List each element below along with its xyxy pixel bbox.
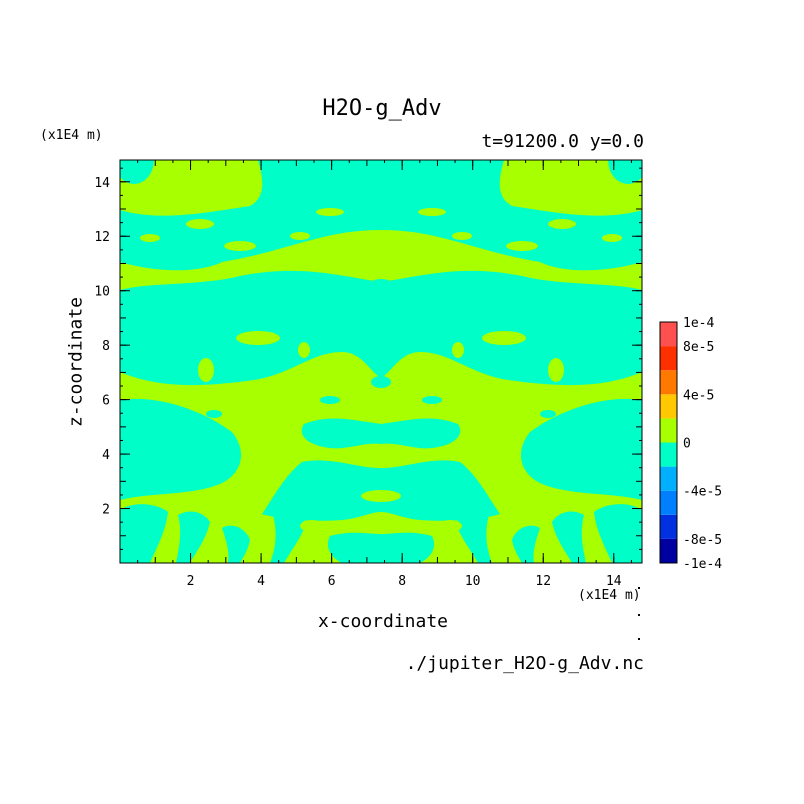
colorbar-segment — [660, 466, 677, 491]
marker-dot — [638, 614, 640, 616]
colorbar-segment — [660, 370, 677, 395]
axes: 2 4 6 8 10 12 14 2 4 6 8 10 12 14 — [94, 160, 642, 589]
y-axis-unit: (x1E4 m) — [40, 128, 103, 143]
negative-islands — [120, 160, 642, 418]
colorbar-segment — [660, 490, 677, 515]
colorbar-tick-label: 4e-5 — [683, 388, 714, 403]
marker-dot — [638, 638, 640, 640]
colorbar-segment — [660, 394, 677, 419]
y-tick-label: 14 — [94, 176, 110, 191]
y-tick-label: 4 — [102, 448, 110, 463]
colorbar-frame — [659, 321, 678, 564]
x-axis-label: x-coordinate — [317, 611, 449, 632]
x-tick-label: 12 — [535, 574, 551, 589]
y-tick-label: 8 — [102, 339, 110, 354]
x-axis-unit: (x1E4 m) — [578, 588, 641, 603]
colorbar-tick-label: 8e-5 — [683, 340, 714, 355]
colorbar-segment — [660, 538, 677, 563]
y-tick-label: 12 — [94, 230, 110, 245]
colorbar: 1e-4 8e-5 4e-5 0 -4e-5 -8e-5 -1e-4 — [659, 316, 722, 572]
x-tick-label: 4 — [257, 574, 265, 589]
x-tick-label: 8 — [398, 574, 406, 589]
x-tick-label: 2 — [187, 574, 195, 589]
y-tick-label: 6 — [102, 394, 110, 409]
y-tick-label: 2 — [102, 503, 110, 518]
y-tick-label: 10 — [94, 285, 110, 300]
x-tick-label: 10 — [465, 574, 481, 589]
colorbar-segment — [660, 442, 677, 467]
colorbar-tick-label: -1e-4 — [683, 557, 722, 572]
positive-islands — [140, 208, 622, 532]
colorbar-segment — [660, 418, 677, 443]
colorbar-segment — [660, 322, 677, 347]
plot-frame — [119, 159, 643, 564]
marker-dot — [638, 587, 640, 589]
colorbar-tick-label: 1e-4 — [683, 316, 714, 331]
x-tick-label: 6 — [328, 574, 336, 589]
colorbar-tick-label: -4e-5 — [683, 485, 722, 500]
time-position-label: t=91200.0 y=0.0 — [481, 131, 644, 152]
colorbar-segment — [660, 514, 677, 539]
colorbar-tick-label: -8e-5 — [683, 533, 722, 548]
colorbar-tick-label: 0 — [683, 437, 691, 452]
source-filename: ./jupiter_H2O-g_Adv.nc — [405, 653, 644, 674]
colorbar-segment — [660, 346, 677, 371]
x-tick-label: 14 — [606, 574, 622, 589]
chart-title: H2O-g_Adv — [322, 96, 442, 121]
